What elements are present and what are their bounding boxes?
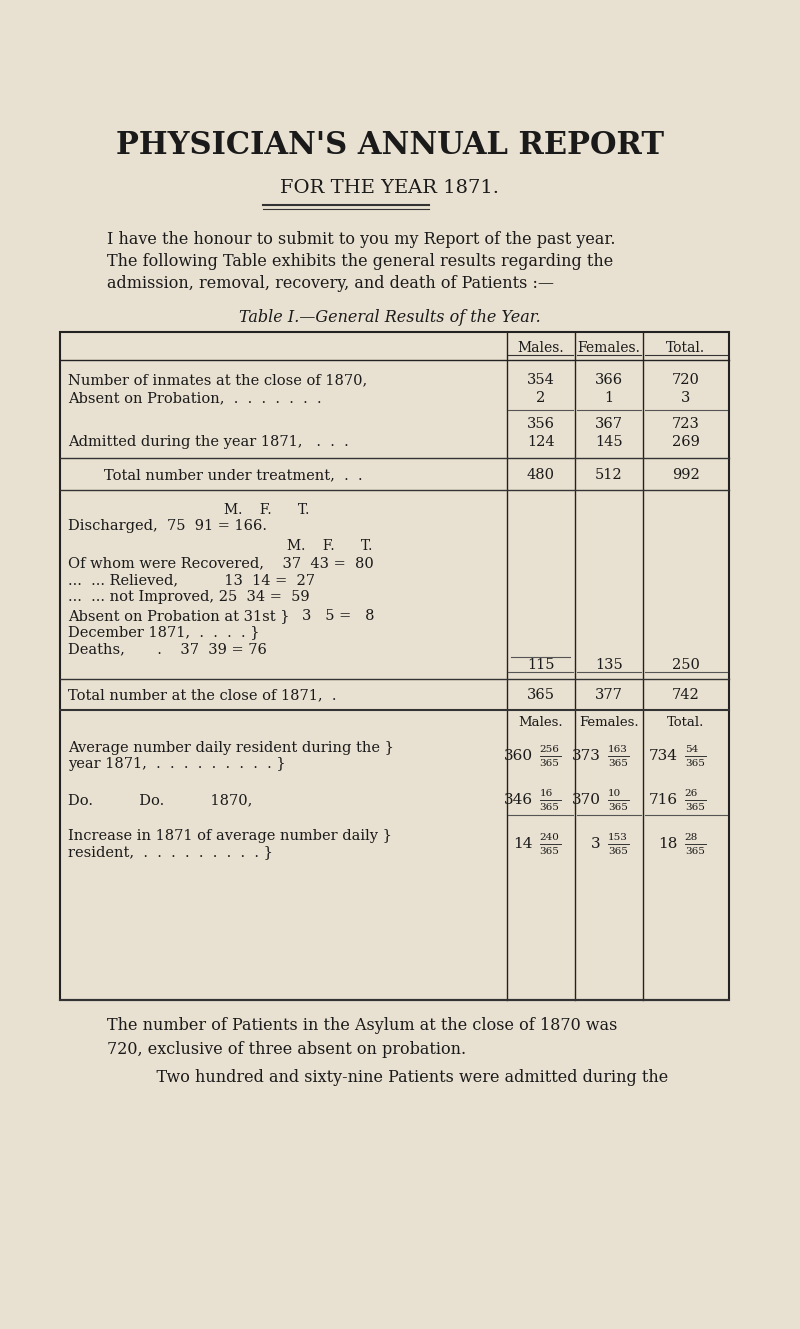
Text: 365: 365 [685, 847, 705, 856]
Text: 135: 135 [595, 658, 622, 672]
Text: 373: 373 [572, 750, 601, 763]
Text: 992: 992 [672, 468, 700, 482]
Text: 734: 734 [649, 750, 678, 763]
Text: 365: 365 [685, 803, 705, 812]
Text: Total.: Total. [666, 342, 706, 355]
Text: Deaths,       .    37  39 = 76: Deaths, . 37 39 = 76 [68, 642, 267, 657]
Text: Two hundred and sixty-nine Patients were admitted during the: Two hundred and sixty-nine Patients were… [136, 1069, 669, 1086]
Text: Of whom were Recovered,    37  43 =  80: Of whom were Recovered, 37 43 = 80 [68, 556, 374, 570]
Text: 354: 354 [526, 373, 554, 387]
Text: 356: 356 [526, 417, 554, 431]
Text: Table I.—General Results of the Year.: Table I.—General Results of the Year. [238, 310, 541, 327]
Text: 720: 720 [672, 373, 700, 387]
Text: year 1871,  .  .  .  .  .  .  .  .  . }: year 1871, . . . . . . . . . } [68, 758, 286, 771]
Text: 18: 18 [658, 837, 678, 851]
Text: 3: 3 [681, 391, 690, 405]
Text: 250: 250 [672, 658, 700, 672]
Bar [60, 332, 729, 999]
Text: 163: 163 [608, 744, 628, 754]
Text: Females.: Females. [578, 342, 640, 355]
Text: 365: 365 [685, 759, 705, 768]
Text: 720, exclusive of three absent on probation.: 720, exclusive of three absent on probat… [107, 1041, 466, 1058]
Text: Total.: Total. [667, 715, 705, 728]
Text: 1: 1 [604, 391, 614, 405]
Text: 716: 716 [649, 793, 678, 807]
Text: 360: 360 [504, 750, 533, 763]
Text: 366: 366 [594, 373, 623, 387]
Text: resident,  .  .  .  .  .  .  .  .  . }: resident, . . . . . . . . . } [68, 845, 273, 859]
Text: 365: 365 [608, 759, 628, 768]
Text: Average number daily resident during the }: Average number daily resident during the… [68, 742, 394, 755]
Text: 16: 16 [540, 788, 553, 797]
Text: 512: 512 [595, 468, 622, 482]
Text: December 1871,  .  .  .  . }: December 1871, . . . . } [68, 625, 260, 639]
Text: M.    F.      T.: M. F. T. [224, 502, 310, 517]
Text: Discharged,  75  91 = 166.: Discharged, 75 91 = 166. [68, 520, 267, 533]
Text: 3   5 =   8: 3 5 = 8 [302, 609, 374, 623]
Text: Admitted during the year 1871,   .  .  .: Admitted during the year 1871, . . . [68, 435, 349, 449]
Text: ...  ... Relieved,          13  14 =  27: ... ... Relieved, 13 14 = 27 [68, 573, 315, 587]
Text: Increase in 1871 of average number daily }: Increase in 1871 of average number daily… [68, 829, 392, 843]
Text: PHYSICIAN'S ANNUAL REPORT: PHYSICIAN'S ANNUAL REPORT [115, 129, 664, 161]
Text: I have the honour to submit to you my Report of the past year.: I have the honour to submit to you my Re… [107, 231, 616, 249]
Text: 365: 365 [608, 847, 628, 856]
Text: 124: 124 [526, 435, 554, 449]
Text: The following Table exhibits the general results regarding the: The following Table exhibits the general… [107, 254, 614, 271]
Text: 346: 346 [504, 793, 533, 807]
Text: 10: 10 [608, 788, 621, 797]
Text: Total number at the close of 1871,  .: Total number at the close of 1871, . [68, 688, 337, 702]
Text: 145: 145 [595, 435, 622, 449]
Text: 115: 115 [527, 658, 554, 672]
Text: 256: 256 [540, 744, 559, 754]
Text: The number of Patients in the Asylum at the close of 1870 was: The number of Patients in the Asylum at … [107, 1017, 618, 1034]
Text: Absent on Probation at 31st }: Absent on Probation at 31st } [68, 609, 290, 623]
Text: 3: 3 [591, 837, 601, 851]
Text: 240: 240 [540, 832, 559, 841]
Text: 54: 54 [685, 744, 698, 754]
Text: Females.: Females. [579, 715, 638, 728]
Text: Do.          Do.          1870,: Do. Do. 1870, [68, 793, 253, 807]
Text: 480: 480 [526, 468, 554, 482]
Text: 365: 365 [540, 759, 559, 768]
Text: 377: 377 [595, 688, 622, 702]
Text: Males.: Males. [518, 342, 564, 355]
Text: Total number under treatment,  .  .: Total number under treatment, . . [104, 468, 363, 482]
Text: 365: 365 [608, 803, 628, 812]
Text: 153: 153 [608, 832, 628, 841]
Text: 367: 367 [594, 417, 622, 431]
Text: 14: 14 [514, 837, 533, 851]
Text: 269: 269 [672, 435, 700, 449]
Text: 723: 723 [672, 417, 700, 431]
Text: 2: 2 [536, 391, 546, 405]
Text: admission, removal, recovery, and death of Patients :—: admission, removal, recovery, and death … [107, 275, 554, 292]
Text: FOR THE YEAR 1871.: FOR THE YEAR 1871. [280, 179, 499, 197]
Text: Absent on Probation,  .  .  .  .  .  .  .: Absent on Probation, . . . . . . . [68, 391, 322, 405]
Text: Number of inmates at the close of 1870,: Number of inmates at the close of 1870, [68, 373, 367, 387]
Text: 365: 365 [526, 688, 554, 702]
Text: M.    F.      T.: M. F. T. [287, 540, 373, 553]
Text: 365: 365 [540, 803, 559, 812]
Text: 742: 742 [672, 688, 700, 702]
Text: 28: 28 [685, 832, 698, 841]
Text: 365: 365 [540, 847, 559, 856]
Text: 26: 26 [685, 788, 698, 797]
Text: 370: 370 [572, 793, 601, 807]
Text: Males.: Males. [518, 715, 563, 728]
Text: ...  ... not Improved, 25  34 =  59: ... ... not Improved, 25 34 = 59 [68, 590, 310, 603]
